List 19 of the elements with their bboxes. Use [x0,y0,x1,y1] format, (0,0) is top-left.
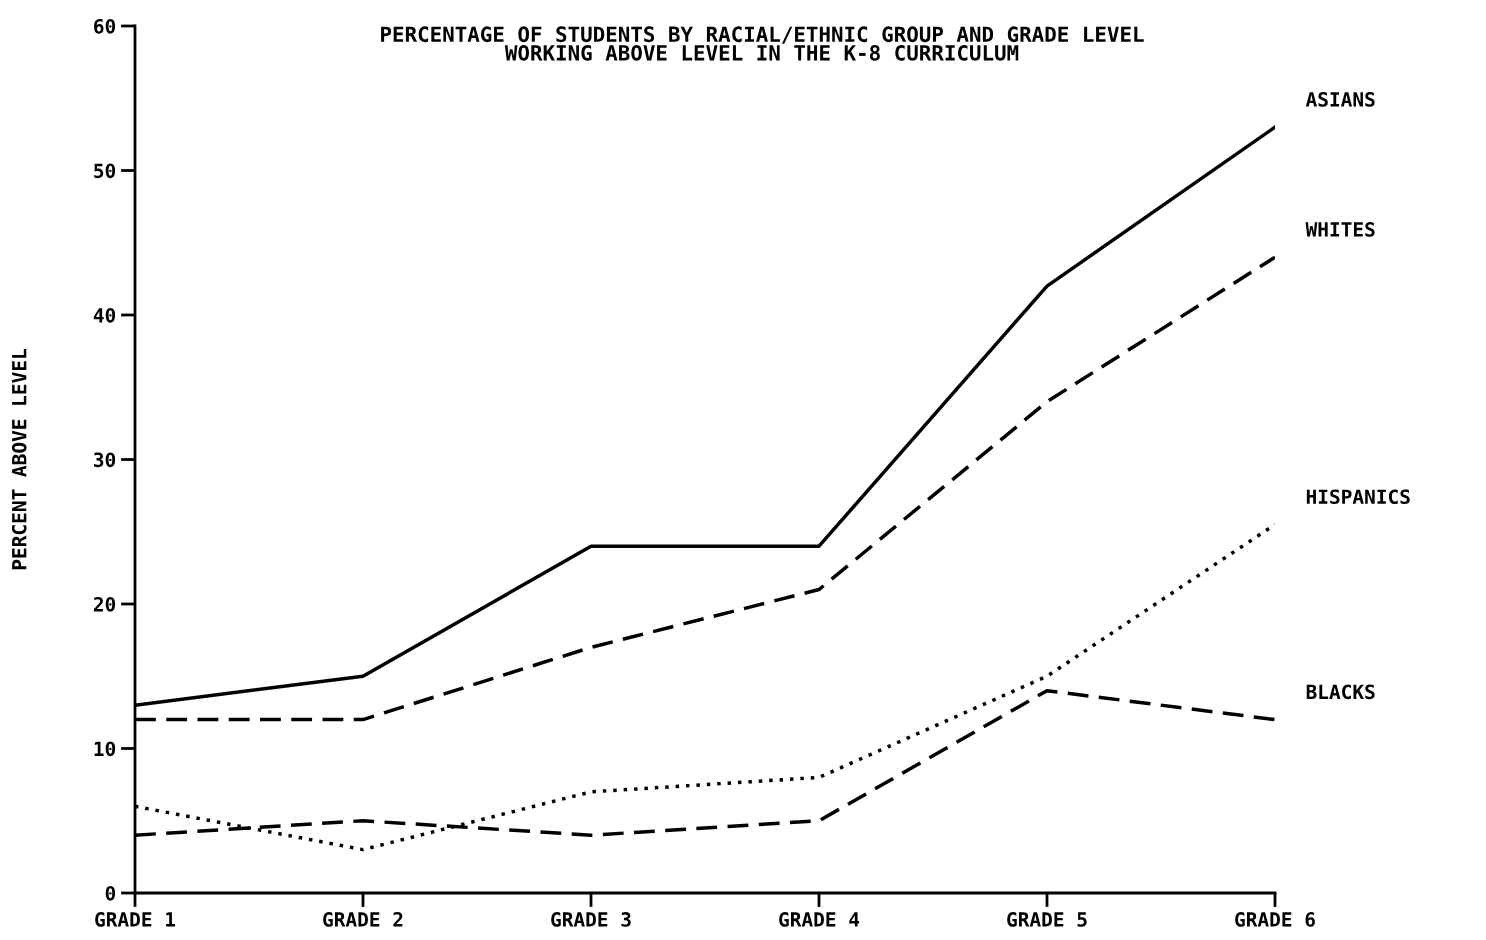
y-tick-label: 40 [93,307,116,323]
y-tick-label: 10 [94,741,116,757]
x-tick-label: GRADE 1 [95,912,176,927]
y-tick-label: 60 [94,18,116,34]
series-label: ASIANS [1305,92,1375,107]
y-tick-label: 50 [94,163,116,179]
x-tick-label: GRADE 6 [1235,912,1315,927]
x-tick-label: GRADE 2 [323,912,403,927]
series-label: BLACKS [1306,684,1375,700]
y-tick-label: 30 [94,452,116,468]
y-tick-label: 20 [93,596,116,612]
x-tick-label: GRADE 3 [551,912,631,927]
chart-title: PERCENTAGE OF STUDENTS BY RACIAL/ETHNIC GROUP AND GRADE LEVEL WORKING ABOVE LEVEL IN THE K-8 CURRICULUM [381,26,1144,61]
series-label: WHITES [1305,222,1375,237]
x-tick-label: GRADE 5 [1007,912,1087,927]
series-label: HISPANICS [1306,489,1410,505]
y-axis-title: PERCENT ABOVE LEVEL [11,349,27,570]
y-tick-label: 0 [105,885,116,901]
x-tick-label: GRADE 4 [779,912,860,927]
